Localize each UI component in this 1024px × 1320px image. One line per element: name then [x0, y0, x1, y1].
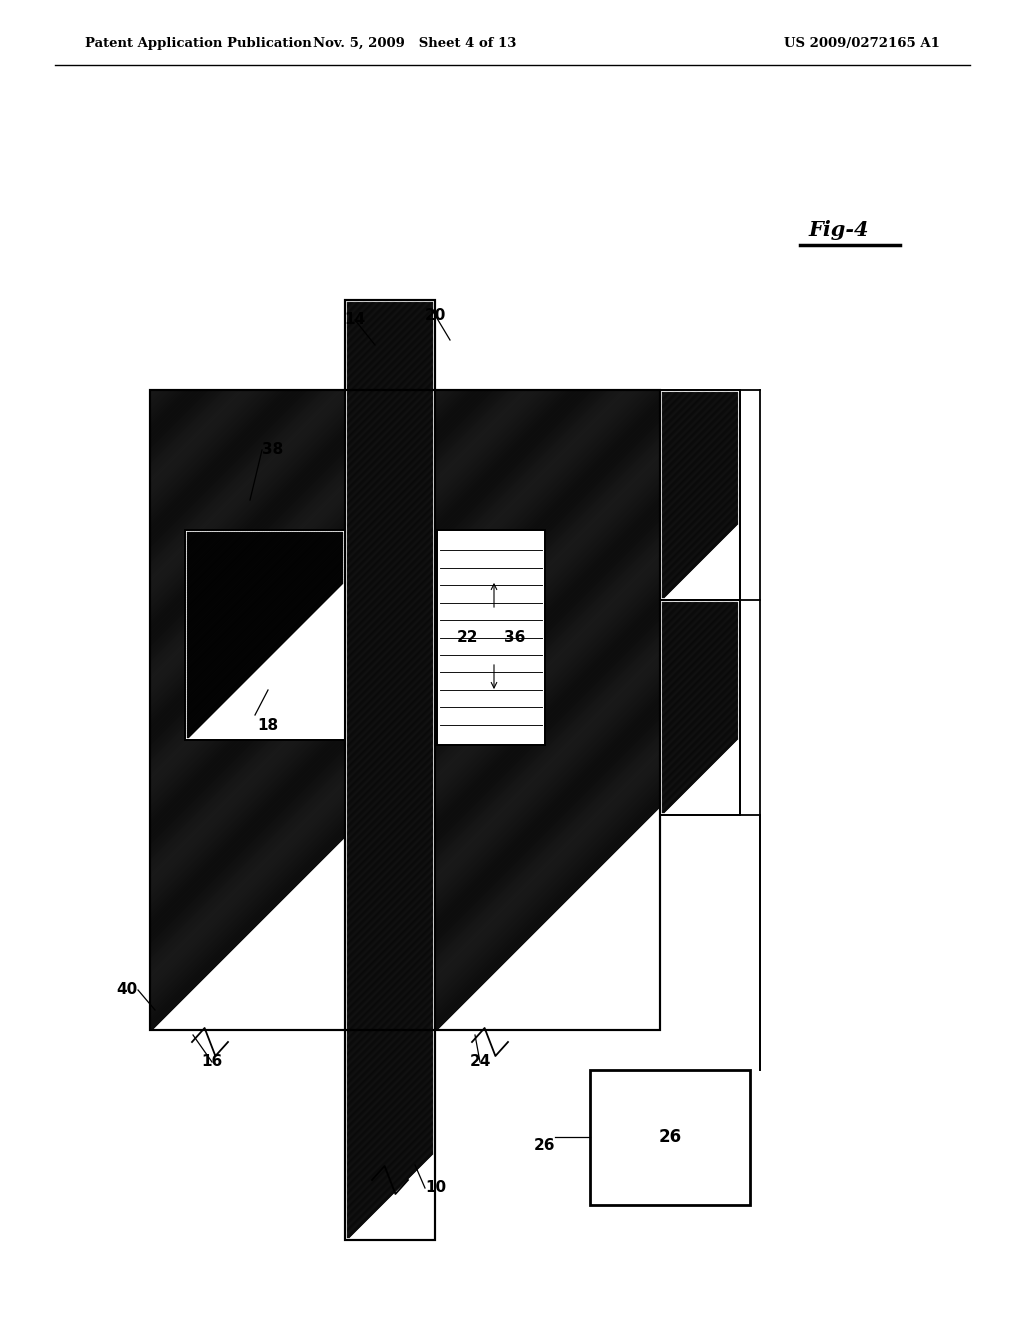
Text: 16: 16	[202, 1055, 222, 1069]
Text: Patent Application Publication: Patent Application Publication	[85, 37, 311, 49]
Bar	[345, 300, 435, 1239]
Bar	[437, 531, 545, 744]
Bar	[660, 389, 740, 601]
Text: Fig-4: Fig-4	[808, 220, 868, 240]
Text: 36: 36	[504, 630, 525, 644]
Text: 10: 10	[425, 1180, 446, 1196]
Text: 38: 38	[262, 442, 284, 458]
Bar	[660, 389, 740, 601]
Text: 22: 22	[458, 630, 479, 644]
Text: 20: 20	[424, 308, 445, 322]
Text: US 2009/0272165 A1: US 2009/0272165 A1	[784, 37, 940, 49]
Bar	[590, 1071, 750, 1205]
Bar	[185, 531, 345, 741]
Text: 24: 24	[469, 1055, 490, 1069]
Bar	[150, 389, 660, 1030]
Bar	[660, 601, 740, 814]
Text: 40: 40	[117, 982, 138, 998]
Text: 18: 18	[257, 718, 279, 733]
Bar	[150, 389, 660, 1030]
Bar	[437, 531, 545, 744]
Text: 26: 26	[658, 1129, 682, 1147]
Bar	[660, 601, 740, 814]
Text: 26: 26	[534, 1138, 555, 1152]
Bar	[185, 531, 345, 741]
Bar	[345, 300, 435, 1239]
Text: 14: 14	[344, 313, 366, 327]
Text: Nov. 5, 2009   Sheet 4 of 13: Nov. 5, 2009 Sheet 4 of 13	[313, 37, 517, 49]
